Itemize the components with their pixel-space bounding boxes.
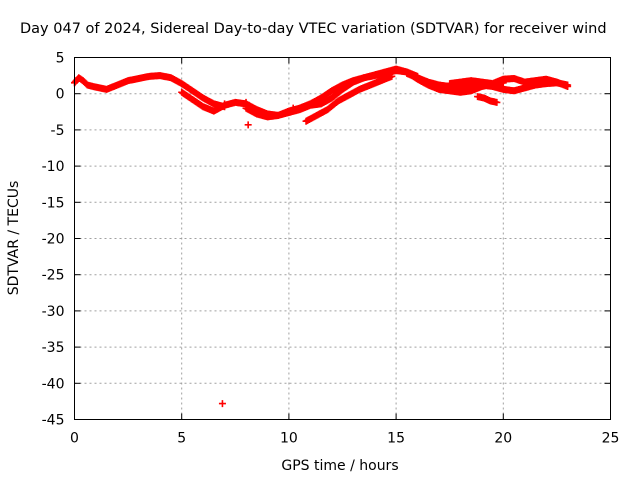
x-tick-label: 0 bbox=[70, 431, 79, 447]
axis-ticks: 0 5 10 15 20 25 5 0 -5 -10 -15 -20 -25 -30 -35 -40 -45 bbox=[42, 51, 620, 447]
y-tick-label: -40 bbox=[42, 376, 65, 392]
y-tick-label: -25 bbox=[42, 268, 65, 284]
y-tick-label: -45 bbox=[42, 413, 65, 429]
x-axis-title: GPS time / hours bbox=[281, 458, 398, 474]
series-track-f bbox=[446, 74, 572, 90]
y-tick-label: -20 bbox=[42, 232, 65, 248]
grid-lines bbox=[74, 57, 611, 420]
series-track-d bbox=[302, 72, 396, 125]
y-tick-label: -10 bbox=[42, 159, 65, 175]
y-tick-label: -35 bbox=[42, 340, 65, 356]
series-track-c bbox=[242, 65, 507, 121]
x-tick-label: 20 bbox=[494, 431, 512, 447]
x-tick-label: 5 bbox=[177, 431, 186, 447]
data-point bbox=[289, 104, 297, 112]
y-tick-label: -5 bbox=[51, 123, 65, 139]
x-tick-label: 15 bbox=[387, 431, 405, 447]
series-track-g bbox=[474, 93, 501, 106]
data-points bbox=[71, 65, 572, 408]
data-point bbox=[244, 121, 252, 129]
chart-title: Day 047 of 2024, Sidereal Day-to-day VTE… bbox=[20, 21, 607, 37]
data-point bbox=[493, 98, 501, 106]
data-point bbox=[564, 82, 572, 90]
y-axis-title: SDTVAR / TECUs bbox=[6, 181, 22, 296]
y-tick-label: 0 bbox=[56, 87, 65, 103]
y-tick-label: 5 bbox=[56, 51, 65, 67]
x-tick-label: 25 bbox=[602, 431, 620, 447]
y-tick-label: -30 bbox=[42, 304, 65, 320]
data-point bbox=[388, 72, 396, 80]
data-point bbox=[242, 98, 250, 106]
series-isolated bbox=[218, 98, 297, 408]
data-point bbox=[221, 100, 229, 108]
x-tick-label: 10 bbox=[280, 431, 298, 447]
data-point bbox=[218, 400, 226, 408]
y-tick-label: -15 bbox=[42, 195, 65, 211]
